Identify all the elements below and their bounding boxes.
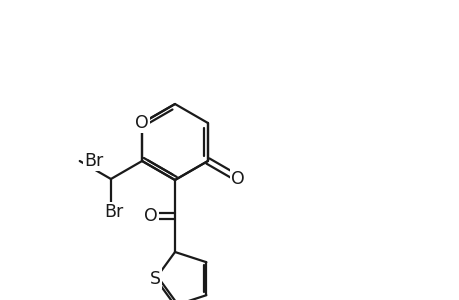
- Text: O: O: [135, 114, 149, 132]
- Text: O: O: [231, 169, 245, 188]
- Text: S: S: [150, 270, 161, 288]
- Text: O: O: [144, 207, 157, 225]
- Text: Br: Br: [104, 203, 123, 221]
- Text: Br: Br: [84, 152, 103, 170]
